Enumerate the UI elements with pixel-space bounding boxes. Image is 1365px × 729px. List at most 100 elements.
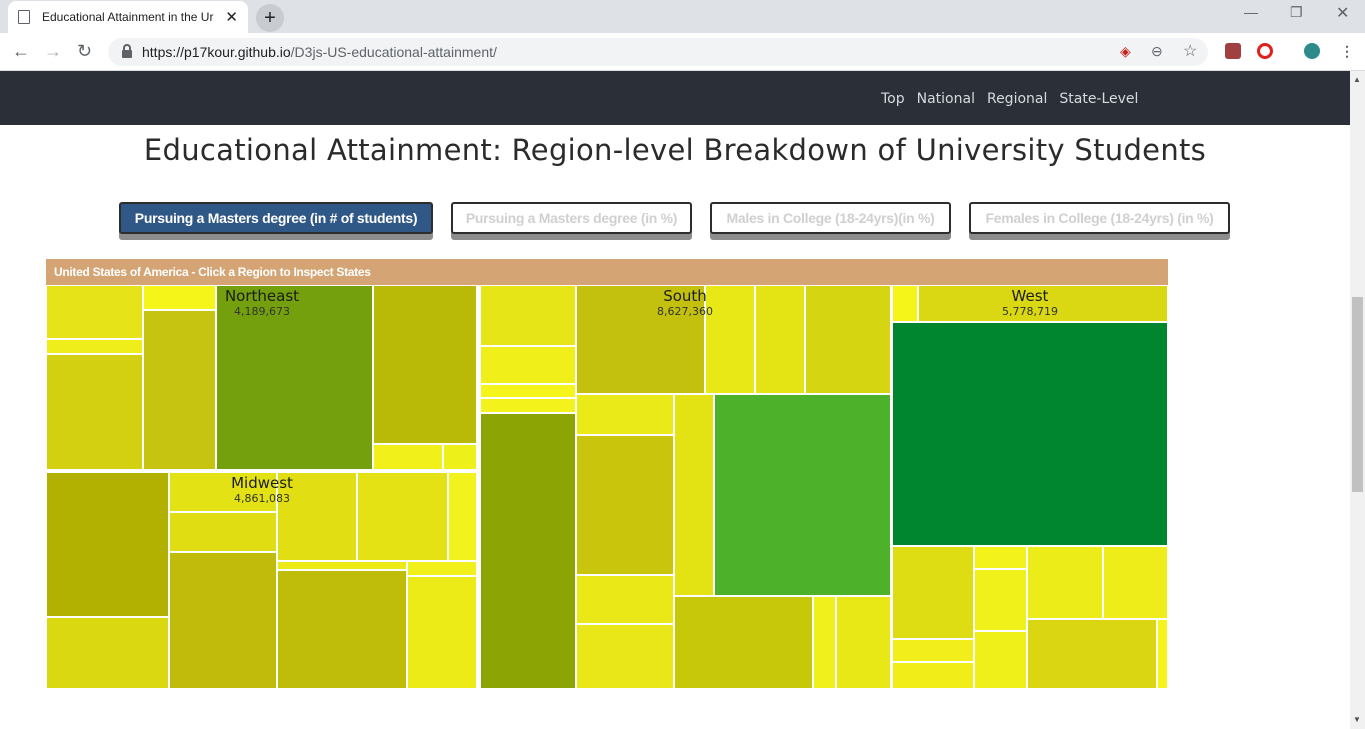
treemap-cell[interactable]	[1027, 546, 1103, 619]
treemap-cell[interactable]	[46, 472, 169, 617]
treemap-cell[interactable]	[974, 631, 1027, 689]
zoom-icon[interactable]: ⊖	[1151, 43, 1163, 59]
females-college-button[interactable]: Females in College (18-24yrs) (in %)	[969, 202, 1230, 234]
tab-close-icon[interactable]: ✕	[225, 9, 238, 26]
region-name: Midwest	[231, 474, 293, 492]
url-host: https://p17kour.github.io	[142, 44, 291, 60]
menu-icon[interactable]: ⋮	[1340, 43, 1354, 59]
masters-percent-button[interactable]: Pursuing a Masters degree (in %)	[451, 202, 692, 234]
treemap-cell[interactable]	[480, 384, 576, 398]
opera-extension-icon[interactable]	[1257, 43, 1273, 59]
treemap-cell[interactable]	[143, 285, 216, 310]
treemap-cell[interactable]	[46, 354, 143, 470]
treemap-cell[interactable]	[407, 561, 477, 576]
treemap-cell[interactable]	[918, 285, 1168, 322]
treemap-cell[interactable]	[46, 285, 143, 339]
treemap-cell[interactable]	[448, 472, 477, 561]
treemap-cell[interactable]	[169, 512, 277, 552]
nav-link-national[interactable]: National	[916, 91, 975, 107]
treemap-cell[interactable]	[836, 596, 891, 689]
treemap-cell[interactable]	[169, 472, 277, 512]
region-value: 4,861,083	[234, 492, 290, 505]
page-title: Educational Attainment: Region-level Bre…	[143, 133, 1207, 167]
treemap-cell[interactable]	[892, 285, 918, 322]
restore-icon[interactable]: ❐	[1290, 4, 1303, 20]
treemap-cell[interactable]	[46, 617, 169, 689]
treemap-cell[interactable]	[974, 546, 1027, 569]
treemap-cell[interactable]	[576, 435, 674, 575]
reload-icon[interactable]: ↻	[77, 41, 93, 61]
treemap-cell[interactable]	[480, 285, 576, 346]
new-tab-button[interactable]: +	[256, 4, 284, 32]
scroll-down-icon[interactable]: ▼	[1353, 715, 1361, 724]
nav-link-regional[interactable]: Regional	[986, 91, 1048, 107]
treemap-cell[interactable]	[892, 639, 974, 662]
treemap-cell[interactable]	[407, 576, 477, 689]
scroll-thumb[interactable]	[1352, 297, 1363, 492]
treemap-cell[interactable]	[805, 285, 891, 394]
treemap-cell[interactable]	[974, 569, 1027, 631]
treemap-cell[interactable]	[443, 444, 477, 470]
treemap-cell[interactable]	[357, 472, 448, 561]
treemap-cell[interactable]	[813, 596, 836, 689]
region-label-northeast[interactable]: Northeast 4,189,673	[182, 287, 342, 318]
document-icon	[18, 10, 30, 24]
region-label-west[interactable]: West 5,778,719	[950, 287, 1110, 318]
treemap-cell[interactable]	[277, 570, 407, 689]
nav-link-state-level[interactable]: State-Level	[1059, 91, 1139, 107]
treemap-header[interactable]: United States of America - Click a Regio…	[46, 259, 1168, 285]
treemap-cell[interactable]	[480, 346, 576, 384]
browser-toolbar: ← → ↻ https://p17kour.github.io/D3js-US-…	[0, 33, 1365, 71]
site-navbar: Top National Regional State-Level	[0, 71, 1350, 125]
treemap-cell[interactable]	[892, 322, 1168, 546]
treemap-cell[interactable]	[674, 596, 813, 689]
scroll-up-icon[interactable]: ▲	[1353, 75, 1361, 84]
minimize-icon[interactable]: —	[1244, 4, 1258, 20]
treemap-cell[interactable]	[576, 624, 674, 689]
profile-avatar[interactable]	[1304, 43, 1320, 59]
treemap-cell[interactable]	[277, 472, 357, 561]
treemap-cell[interactable]	[576, 575, 674, 624]
region-name: South	[663, 287, 707, 305]
region-label-south[interactable]: South 8,627,360	[605, 287, 765, 318]
treemap-cell[interactable]	[373, 444, 443, 470]
forward-icon[interactable]: →	[44, 41, 62, 61]
pdf-extension-icon[interactable]	[1225, 43, 1241, 59]
masters-count-button[interactable]: Pursuing a Masters degree (in # of stude…	[119, 202, 433, 234]
males-college-button[interactable]: Males in College (18-24yrs)(in %)	[710, 202, 951, 234]
nav-link-top[interactable]: Top	[881, 91, 905, 107]
treemap-cell[interactable]	[674, 394, 714, 596]
region-value: 8,627,360	[657, 305, 713, 318]
treemap-cell[interactable]	[714, 394, 891, 596]
treemap-cell[interactable]	[143, 310, 216, 470]
treemap-cell[interactable]	[755, 285, 805, 394]
browser-tab[interactable]: Educational Attainment in the Ur ✕	[8, 1, 248, 33]
treemap-cell[interactable]	[576, 285, 705, 394]
treemap-cell[interactable]	[1157, 619, 1168, 689]
treemap-cell[interactable]	[892, 662, 974, 689]
region-value: 5,778,719	[1002, 305, 1058, 318]
region-name: West	[1011, 287, 1049, 305]
treemap-cell[interactable]	[46, 339, 143, 354]
treemap: Northeast 4,189,673 Midwest 4,861,083 South 8…	[46, 285, 1168, 689]
nav-links: Top National Regional State-Level	[881, 91, 1138, 107]
close-window-icon[interactable]: ✕	[1336, 5, 1350, 22]
treemap-cell[interactable]	[705, 285, 755, 394]
blocked-icon[interactable]: ◈	[1120, 43, 1131, 59]
treemap-cell[interactable]	[216, 285, 373, 470]
bookmark-star-icon[interactable]: ☆	[1183, 43, 1198, 60]
address-bar[interactable]: https://p17kour.github.io/D3js-US-educat…	[108, 38, 1208, 66]
region-label-midwest[interactable]: Midwest 4,861,083	[182, 474, 342, 505]
treemap-cell[interactable]	[169, 552, 277, 689]
treemap-cell[interactable]	[373, 285, 477, 444]
page-scrollbar[interactable]: ▲ ▼	[1350, 71, 1365, 729]
back-icon[interactable]: ←	[12, 41, 30, 61]
treemap-cell[interactable]	[480, 398, 576, 413]
treemap-cell[interactable]	[277, 561, 407, 570]
treemap-cell[interactable]	[480, 413, 576, 689]
treemap-cell[interactable]	[892, 546, 974, 639]
treemap-cell[interactable]	[1103, 546, 1168, 619]
treemap-cell[interactable]	[576, 394, 674, 435]
lock-icon	[122, 44, 132, 58]
treemap-cell[interactable]	[1027, 619, 1157, 689]
